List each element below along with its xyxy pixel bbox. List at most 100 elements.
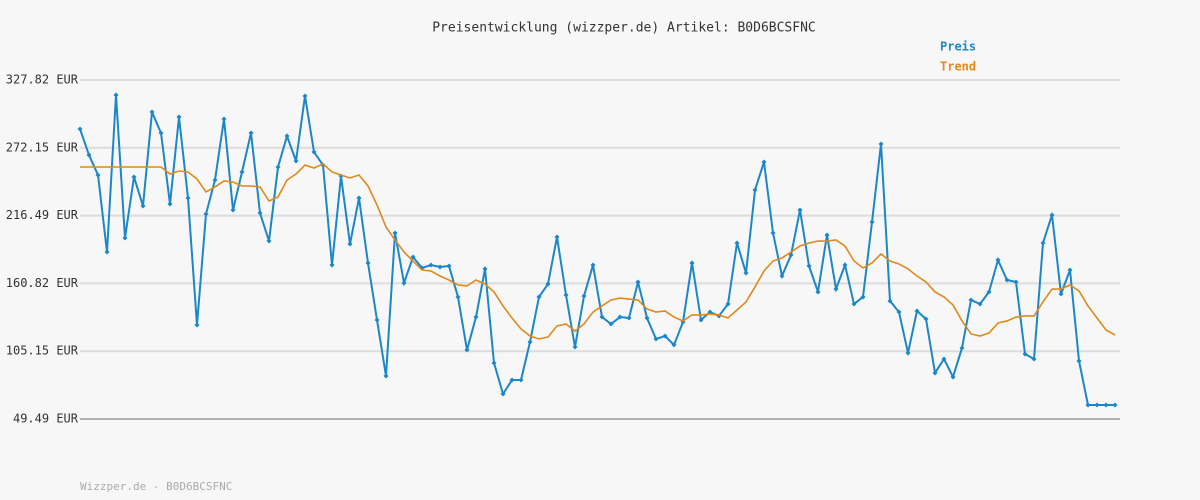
data-point	[644, 315, 650, 321]
data-point	[896, 309, 902, 315]
data-point	[833, 286, 839, 292]
data-point	[725, 301, 731, 307]
data-point	[887, 298, 893, 304]
data-point	[365, 260, 371, 266]
y-tick-label: 105.15 EUR	[6, 344, 79, 358]
data-point	[698, 317, 704, 323]
data-point	[158, 130, 164, 136]
data-point	[167, 201, 173, 207]
data-point	[212, 177, 218, 183]
data-point	[707, 309, 713, 315]
data-point	[662, 333, 668, 339]
data-point	[113, 92, 119, 98]
data-point	[950, 374, 956, 380]
data-point	[383, 373, 389, 379]
data-point	[464, 347, 470, 353]
data-point	[563, 292, 569, 298]
data-point	[311, 149, 317, 155]
data-point	[806, 263, 812, 269]
data-point	[266, 238, 272, 244]
data-point	[410, 254, 416, 260]
data-point	[1085, 402, 1091, 408]
y-tick-label: 327.82 EUR	[6, 73, 79, 87]
data-point	[815, 289, 821, 295]
data-point	[302, 93, 308, 99]
data-point	[491, 360, 497, 366]
data-point	[932, 370, 938, 376]
data-point	[104, 249, 110, 255]
data-point	[437, 264, 443, 270]
data-point	[626, 315, 632, 321]
data-point	[554, 234, 560, 240]
data-point	[518, 377, 524, 383]
data-point	[824, 232, 830, 238]
data-point	[545, 281, 551, 287]
data-point	[248, 130, 254, 136]
data-point	[293, 158, 299, 164]
data-point	[653, 336, 659, 342]
data-point	[914, 308, 920, 314]
y-tick-label: 216.49 EUR	[6, 208, 79, 222]
data-point	[1013, 279, 1019, 285]
data-point	[131, 174, 137, 180]
data-point	[599, 314, 605, 320]
data-point	[743, 270, 749, 276]
data-point	[572, 344, 578, 350]
data-point	[860, 294, 866, 300]
data-point	[230, 207, 236, 213]
data-point	[941, 356, 947, 362]
data-point	[1031, 356, 1037, 362]
data-point	[968, 297, 974, 303]
data-point	[140, 203, 146, 209]
data-point	[1094, 402, 1100, 408]
footer: Wizzper.de - B0D6BCSFNC	[80, 480, 232, 493]
data-point	[671, 342, 677, 348]
data-point	[977, 301, 983, 307]
legend-label: Trend	[940, 60, 976, 74]
data-point	[527, 339, 533, 345]
data-point	[608, 321, 614, 327]
data-point	[95, 172, 101, 178]
data-point	[1076, 358, 1082, 364]
data-point	[797, 207, 803, 213]
data-point	[122, 235, 128, 241]
data-point	[356, 195, 362, 201]
data-point	[1049, 212, 1055, 218]
y-tick-label: 49.49 EUR	[13, 412, 79, 426]
y-tick-label: 272.15 EUR	[6, 140, 79, 154]
data-point	[194, 322, 200, 328]
data-point	[329, 262, 335, 268]
data-point	[842, 262, 848, 268]
data-point	[995, 257, 1001, 263]
data-point	[536, 294, 542, 300]
data-point	[257, 210, 263, 216]
data-point	[581, 293, 587, 299]
data-point	[203, 211, 209, 217]
data-point	[392, 230, 398, 236]
data-point	[770, 230, 776, 236]
data-point	[428, 262, 434, 268]
data-point	[779, 273, 785, 279]
data-point	[1022, 351, 1028, 357]
data-point	[851, 301, 857, 307]
data-point	[788, 252, 794, 258]
data-point	[878, 141, 884, 147]
data-point	[455, 294, 461, 300]
data-point	[869, 219, 875, 225]
data-point	[986, 289, 992, 295]
data-point	[590, 262, 596, 268]
data-point	[761, 159, 767, 165]
data-point	[446, 263, 452, 269]
data-point	[275, 164, 281, 170]
data-point	[500, 391, 506, 397]
series-line	[79, 94, 1115, 406]
legend-label: Preis	[940, 40, 976, 54]
data-point	[1040, 240, 1046, 246]
data-point	[1004, 277, 1010, 283]
data-point	[617, 314, 623, 320]
data-point	[347, 241, 353, 247]
data-point	[149, 109, 155, 115]
